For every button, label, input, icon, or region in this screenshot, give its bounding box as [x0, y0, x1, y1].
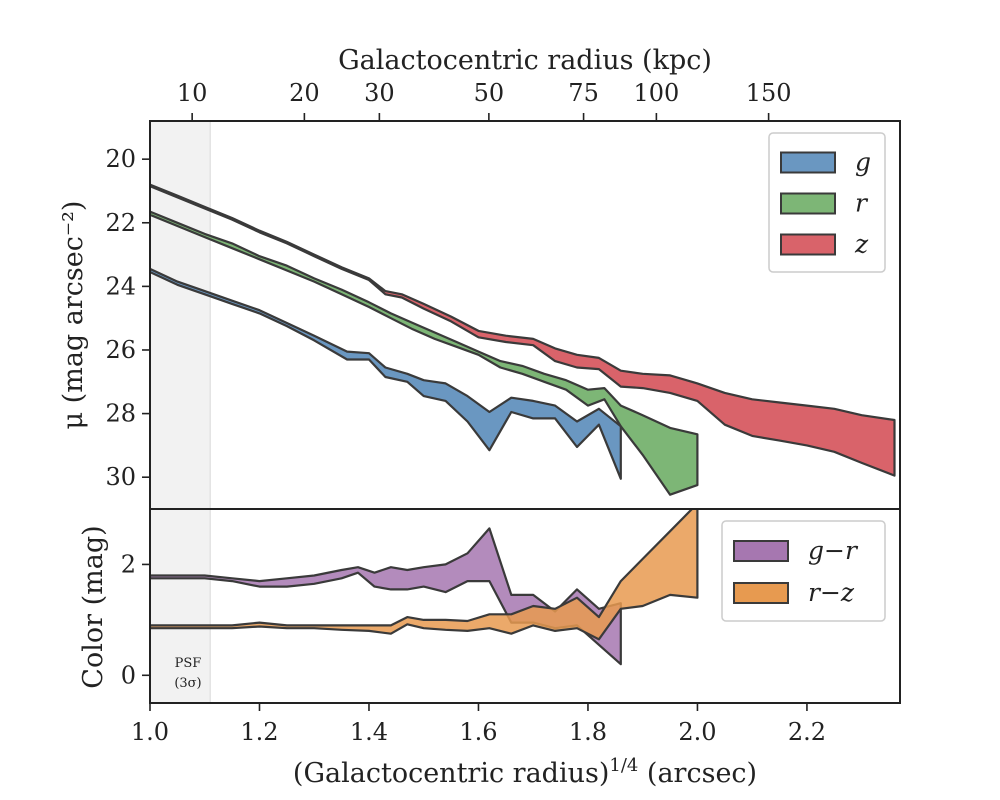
top-y-axis-title: μ (mag arcsec⁻²): [58, 201, 89, 430]
top-x-tick-label: 50: [474, 79, 505, 107]
legend-label-r-minus-z: r−z: [808, 578, 855, 607]
x-tick-label: 2.2: [788, 718, 826, 746]
y-tick-label: 22: [105, 209, 136, 237]
y-tick-label: 26: [105, 336, 136, 364]
legend-label-g-minus-r: g−r: [808, 536, 859, 565]
psf-label-line1: PSF: [175, 656, 202, 671]
x-tick-label: 1.8: [569, 718, 607, 746]
y-tick-label: 28: [105, 400, 136, 428]
x-tick-label: 2.0: [678, 718, 716, 746]
psf-label-line2: (3σ): [174, 676, 201, 691]
color-panel: 0 2 1.0 1.2 1.4 1.6 1.8 2.0 2.2 (Galactocentric r…: [78, 508, 901, 789]
legend-label-z: z: [854, 230, 869, 259]
x-tick-label: 1.0: [131, 718, 169, 746]
series-band-r: [150, 210, 699, 496]
top-x-axis-title: Galactocentric radius (kpc): [338, 45, 712, 76]
legend-label-r: r: [855, 189, 869, 218]
top-x-tick-label: 30: [364, 79, 395, 107]
legend-swatch-r-minus-z: [733, 582, 789, 604]
psf-region-band: [150, 121, 211, 509]
legend-swatch-r: [780, 192, 836, 215]
bottom-legend-box: [721, 520, 886, 622]
legend-swatch-g-minus-r: [733, 540, 789, 562]
surface-brightness-plot-area: [150, 121, 896, 509]
color-frame: [149, 508, 901, 704]
top-x-tick-label: 20: [289, 79, 320, 107]
series-band-r-minus-z: [150, 509, 699, 641]
y-tick-label: 24: [105, 272, 136, 300]
x-tick-label: 1.6: [459, 718, 497, 746]
top-x-tick-label: 100: [633, 79, 679, 107]
series-band-g-minus-r: [150, 527, 622, 666]
series-band-g: [150, 267, 622, 480]
y-tick-label: 2: [121, 550, 136, 578]
series-band-z: [150, 183, 896, 477]
bottom-y-axis-title: Color (mag): [78, 525, 109, 688]
top-x-tick-label: 75: [568, 79, 599, 107]
color-plot-area: [150, 509, 699, 703]
x-tick-label: 1.2: [240, 718, 278, 746]
surface-brightness-panel: 20 22 24 26 28 30 10 20 30 50 75 100 150 Galactocentr…: [58, 45, 901, 510]
top-x-tick-label: 10: [177, 79, 208, 107]
legend-swatch-z: [780, 233, 836, 256]
y-tick-label: 20: [105, 145, 136, 173]
top-x-tick-label: 150: [746, 79, 792, 107]
legend-swatch-g: [780, 151, 836, 174]
x-tick-label: 1.4: [350, 718, 388, 746]
x-axis-title: (Galactocentric radius)1/4 (arcsec): [293, 755, 757, 789]
legend-label-g: g: [855, 148, 871, 177]
y-tick-label: 30: [105, 463, 136, 491]
psf-region-band: [150, 509, 211, 703]
y-tick-label: 0: [121, 661, 136, 689]
